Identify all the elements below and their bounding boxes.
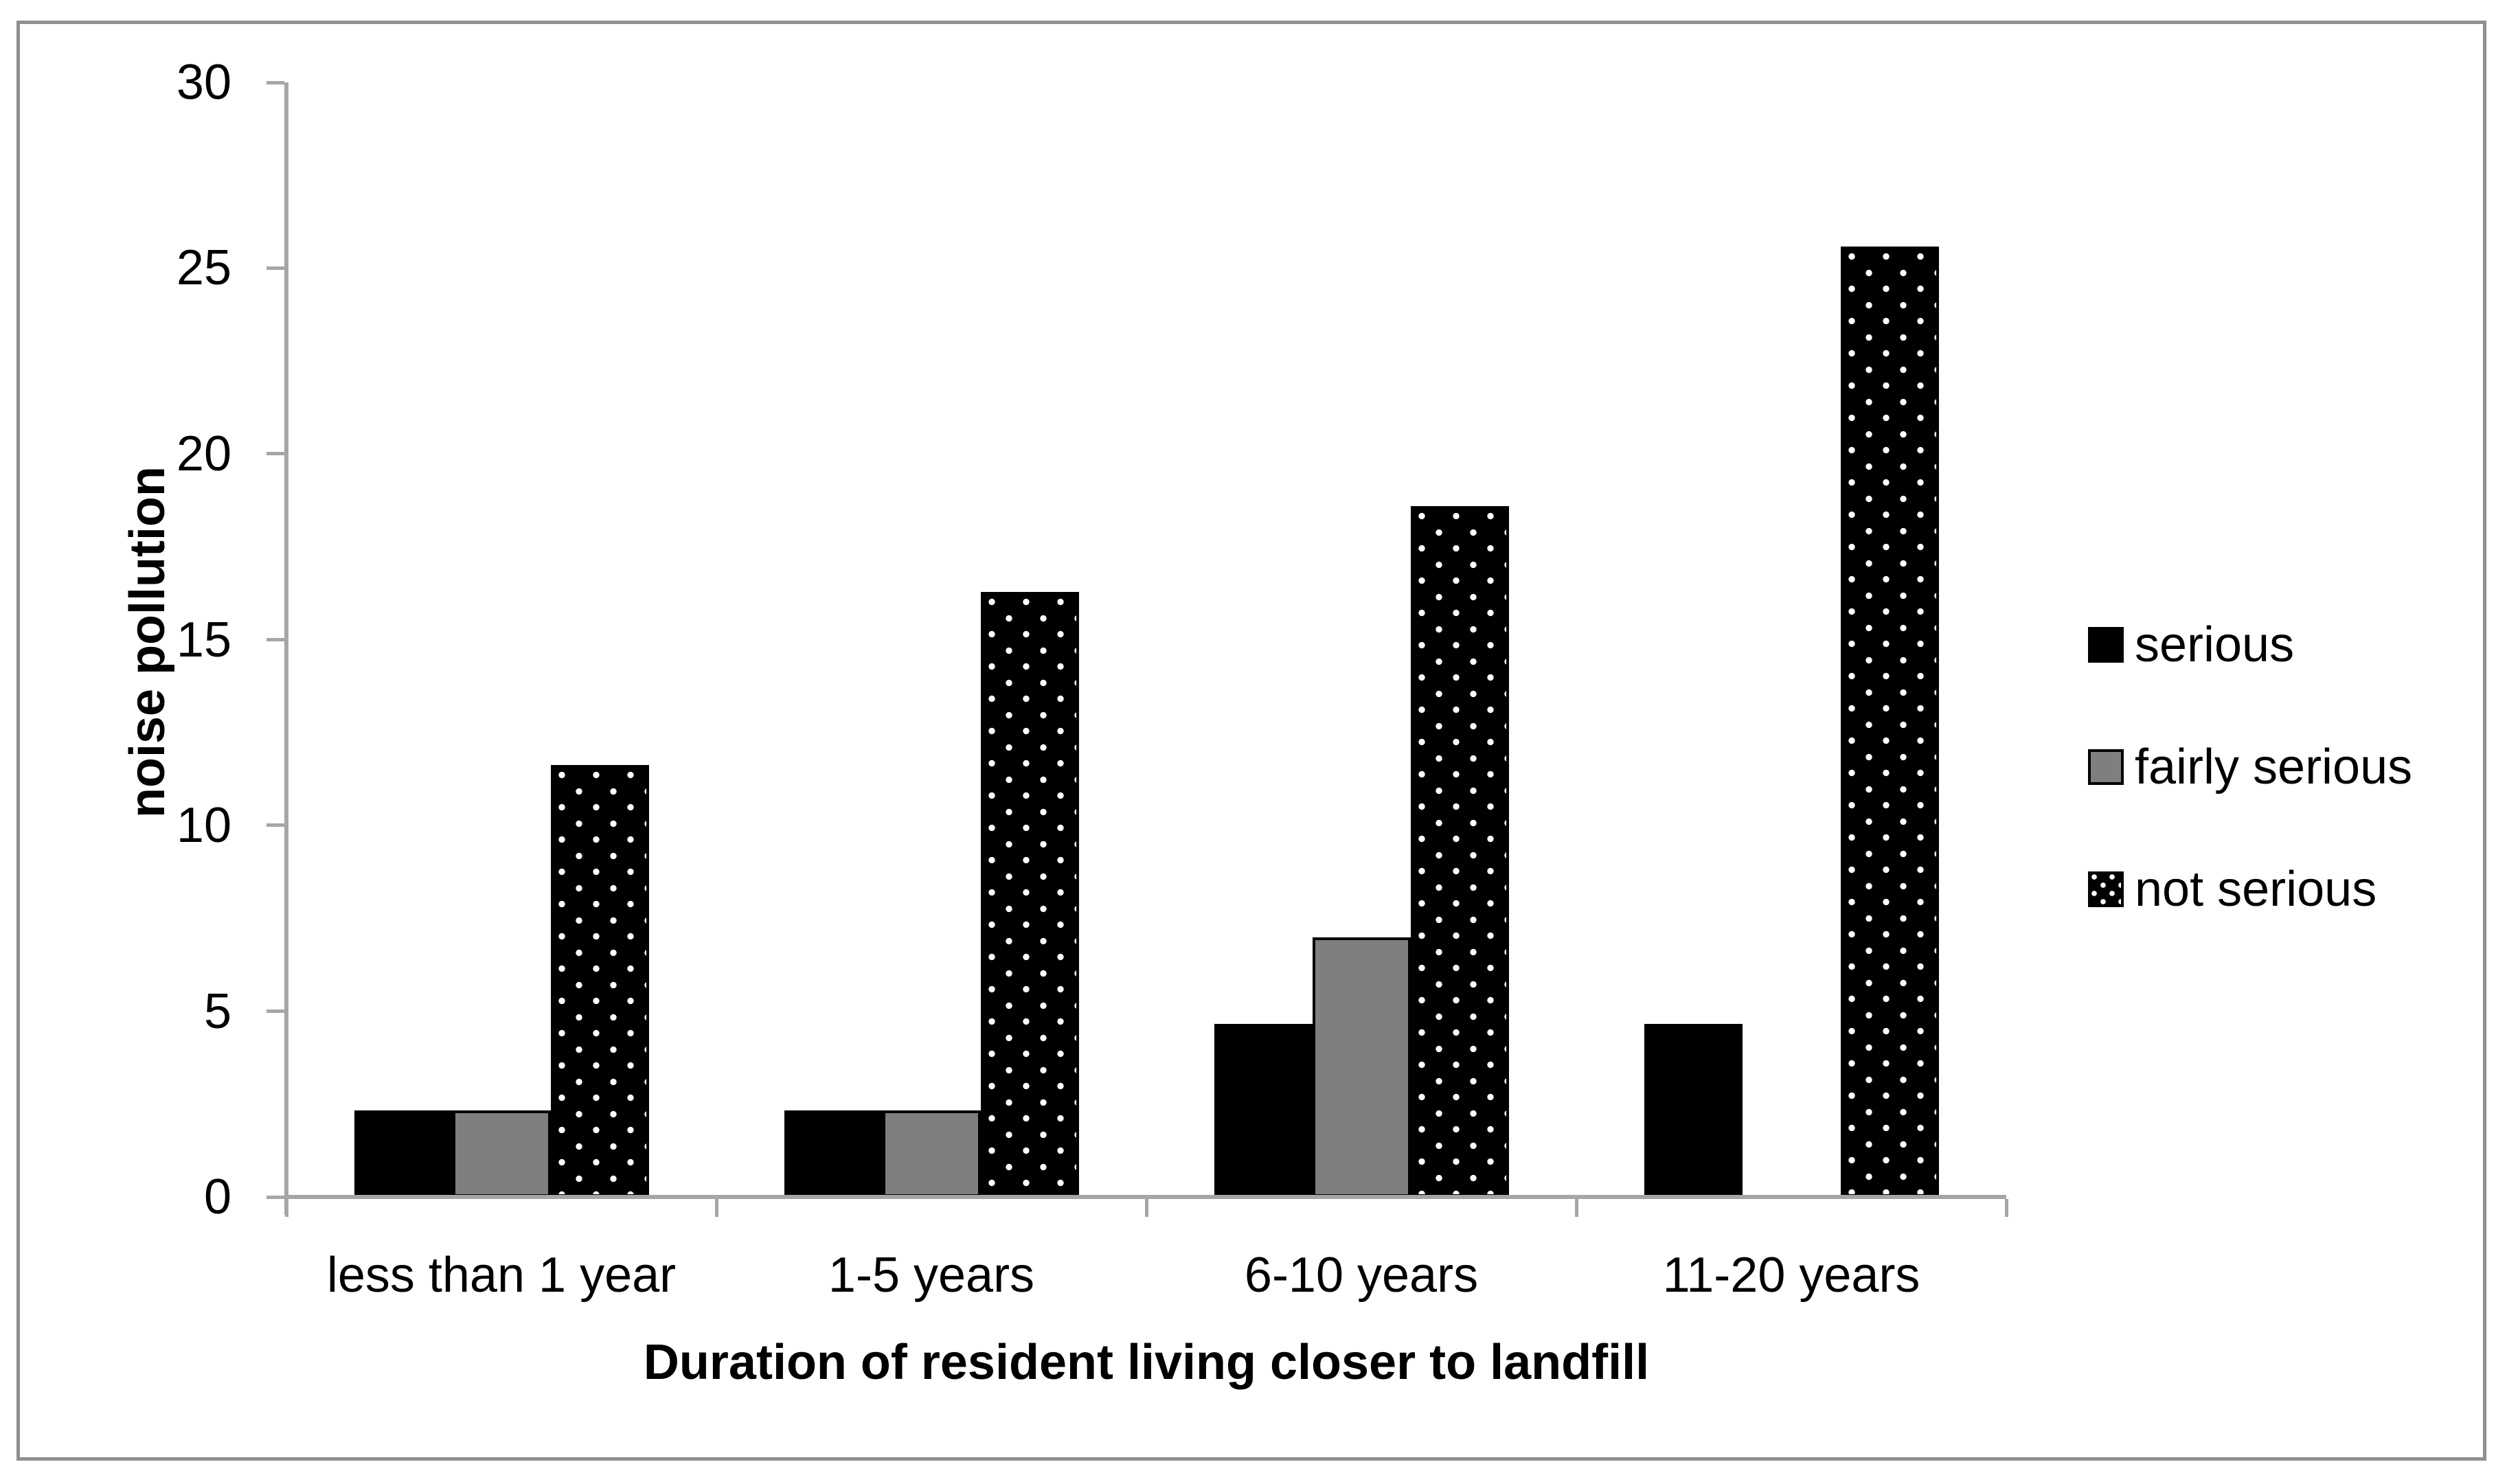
bar-not-serious: [1840, 247, 1939, 1197]
legend-item: not serious: [2088, 846, 2412, 933]
x-tick: [1574, 1199, 1578, 1217]
category-group: [1146, 82, 1576, 1197]
y-tick: [266, 80, 284, 84]
bar-not-serious: [980, 592, 1079, 1197]
bar-not-serious: [550, 764, 649, 1197]
legend-swatch-serious: [2088, 627, 2124, 663]
bar-serious: [1644, 1024, 1743, 1197]
x-tick: [714, 1199, 718, 1217]
legend-label: not serious: [2135, 862, 2377, 917]
y-tick-label: 5: [203, 983, 231, 1039]
legend-swatch-not-serious: [2088, 871, 2124, 907]
x-axis-line: [284, 1195, 2006, 1199]
y-axis-title: noise pollution: [120, 466, 175, 818]
bar-fairly-serious: [452, 1110, 551, 1197]
y-tick-label: 25: [176, 240, 231, 296]
legend: serious fairly serious not serious: [2088, 602, 2412, 968]
y-tick-label: 10: [176, 797, 231, 853]
plot-area: less than 1 year 1-5 years 6-10 years 11-20…: [177, 58, 2008, 1300]
y-tick: [266, 1009, 284, 1013]
bar-fairly-serious: [882, 1110, 981, 1197]
legend-label: serious: [2135, 617, 2295, 672]
bar-serious: [1214, 1024, 1313, 1197]
y-tick: [266, 266, 284, 270]
x-tick: [284, 1199, 288, 1217]
y-axis-line: [284, 82, 288, 1215]
x-axis-title: Duration of resident living closer to la…: [643, 1335, 1650, 1390]
category-label: 11-20 years: [1662, 1248, 1920, 1303]
bar-serious: [784, 1110, 883, 1197]
y-tick: [266, 823, 284, 827]
category-group: [286, 82, 716, 1197]
y-tick-label: 0: [203, 1169, 231, 1224]
y-tick: [266, 638, 284, 641]
legend-item: fairly serious: [2088, 724, 2412, 810]
chart-frame: [16, 21, 2486, 1461]
y-tick: [266, 1195, 284, 1199]
bar-not-serious: [1410, 505, 1509, 1197]
category-label: 6-10 years: [1244, 1248, 1479, 1303]
bar-serious: [354, 1110, 453, 1197]
legend-swatch-fairly-serious: [2088, 749, 2124, 785]
legend-item: serious: [2088, 602, 2412, 688]
category-label: 1-5 years: [828, 1248, 1035, 1303]
category-group: [1576, 82, 2006, 1197]
category-group: [716, 82, 1146, 1197]
bar-fairly-serious: [1312, 937, 1411, 1197]
y-tick: [266, 452, 284, 456]
x-tick: [1144, 1199, 1148, 1217]
y-tick-label: 20: [176, 426, 231, 481]
y-tick-label: 30: [176, 55, 231, 110]
legend-label: fairly serious: [2135, 740, 2413, 795]
category-label: less than 1 year: [326, 1248, 677, 1303]
x-tick: [2004, 1199, 2008, 1217]
y-tick-label: 15: [176, 612, 231, 667]
